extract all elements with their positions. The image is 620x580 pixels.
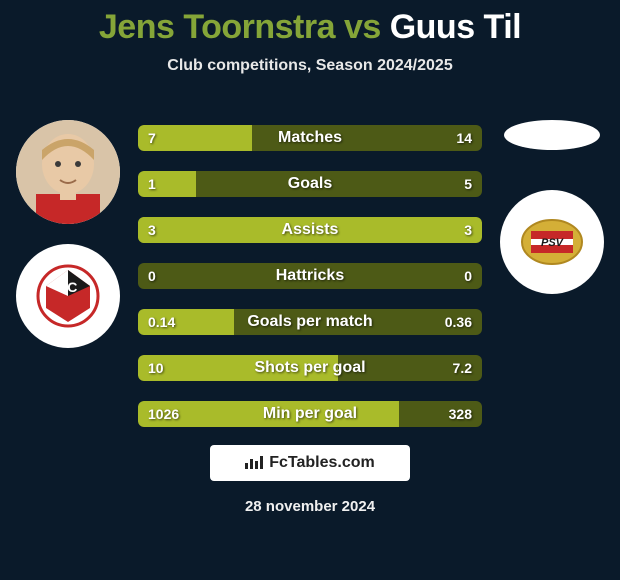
psv-logo-icon: PSV xyxy=(517,217,587,267)
bar-label: Goals per match xyxy=(138,309,482,335)
player1-headshot xyxy=(16,120,120,224)
bar-label: Assists xyxy=(138,217,482,243)
player1-name: Jens Toornstra xyxy=(99,8,335,46)
footer-date: 28 november 2024 xyxy=(0,498,620,515)
bar-label: Shots per goal xyxy=(138,355,482,381)
stat-bar-row: 0.140.36Goals per match xyxy=(138,309,482,335)
stat-bar-row: 33Assists xyxy=(138,217,482,243)
stat-bar-row: 714Matches xyxy=(138,125,482,151)
svg-text:FC: FC xyxy=(59,279,78,295)
bar-label: Min per goal xyxy=(138,401,482,427)
subtitle: Club competitions, Season 2024/2025 xyxy=(0,57,620,75)
right-badges: PSV xyxy=(492,120,612,294)
chart-icon xyxy=(245,455,263,472)
player2-club-badge: PSV xyxy=(500,190,604,294)
svg-text:PSV: PSV xyxy=(541,237,565,249)
stat-bars: 714Matches 15Goals 33Assists 00Hattricks 0.1… xyxy=(138,125,482,447)
player2-headshot-placeholder xyxy=(504,120,600,150)
bar-label: Matches xyxy=(138,125,482,151)
fc-utrecht-logo-icon: FC xyxy=(36,264,100,328)
stat-bar-row: 1026328Min per goal xyxy=(138,401,482,427)
stat-bar-row: 107.2Shots per goal xyxy=(138,355,482,381)
player2-name: Guus Til xyxy=(390,8,521,46)
bar-label: Goals xyxy=(138,171,482,197)
footer-logo-text: FcTables.com xyxy=(269,454,375,472)
player-headshot-icon xyxy=(16,120,120,224)
vs-text: vs xyxy=(344,8,381,46)
stat-bar-row: 00Hattricks xyxy=(138,263,482,289)
bar-label: Hattricks xyxy=(138,263,482,289)
player1-club-badge: FC xyxy=(16,244,120,348)
comparison-title: Jens Toornstra vs Guus Til xyxy=(0,0,620,47)
fctables-logo: FcTables.com xyxy=(210,445,410,481)
stat-bar-row: 15Goals xyxy=(138,171,482,197)
left-badges: FC xyxy=(8,120,128,348)
